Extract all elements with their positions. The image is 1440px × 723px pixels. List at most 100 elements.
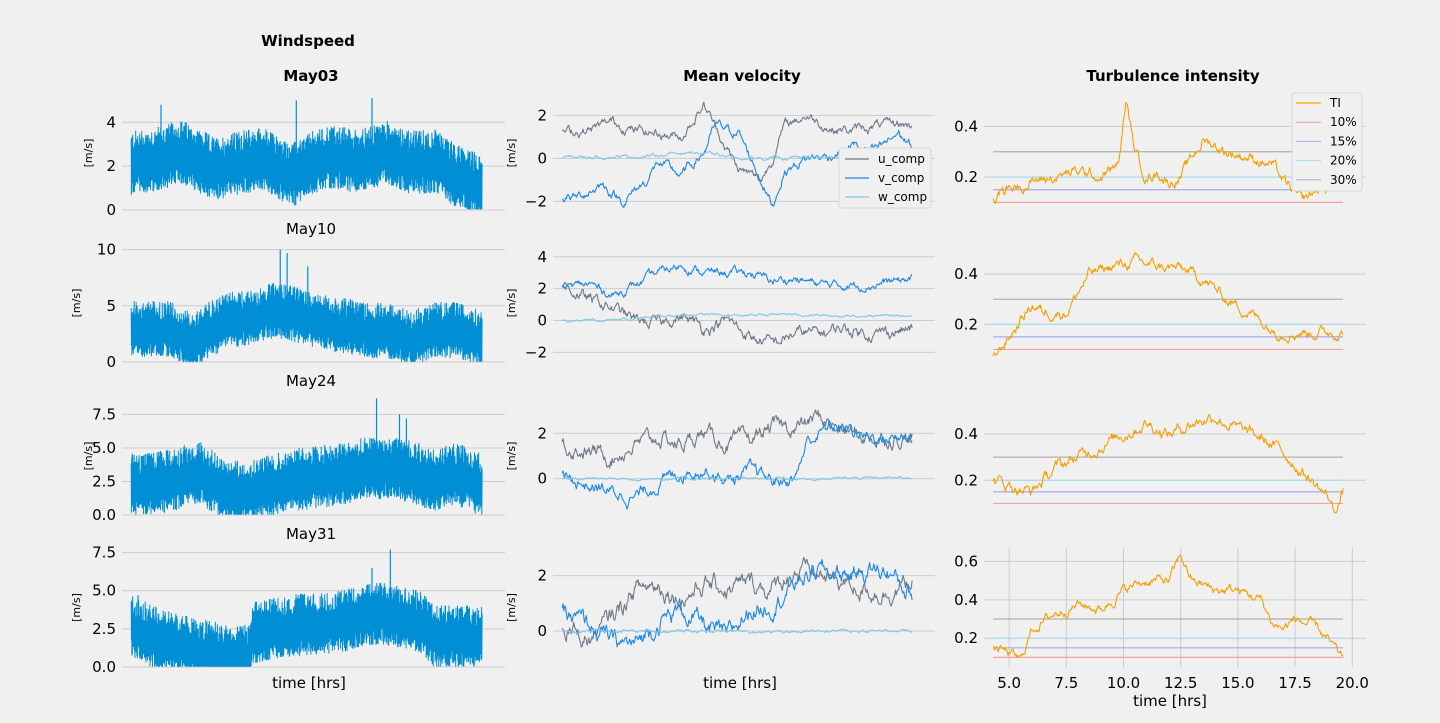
series-windspeed <box>130 437 483 515</box>
series-v_comp <box>561 119 913 209</box>
panel-turbulence-1: 0.2 0.4 <box>954 252 1366 357</box>
y-tick-label: 7.5 <box>92 544 116 562</box>
series-TI <box>992 554 1344 658</box>
y-tick-label: 5.0 <box>92 439 116 457</box>
panel-mean_velocity-0: −2 0 2 [m/s] u_comp v_comp w_comp <box>505 101 935 210</box>
panel-mean_velocity-1: −2 0 2 4 [m/s] <box>505 248 935 361</box>
x-tick-label: 17.5 <box>1278 674 1311 692</box>
series-w_comp <box>561 627 913 635</box>
y-tick-label: 0 <box>537 149 547 167</box>
x-tick-label: 10.0 <box>1107 674 1140 692</box>
series-windspeed <box>130 282 483 362</box>
y-tick-label: 2 <box>537 280 547 298</box>
x-tick-label: 5.0 <box>997 674 1021 692</box>
x-axis-label-turbulence: time [hrs] <box>1133 692 1207 710</box>
x-tick-label: 20.0 <box>1336 674 1369 692</box>
panel-mean_velocity-3: 0 2 [m/s] <box>505 556 935 648</box>
y-tick-label: 5.0 <box>92 582 116 600</box>
y-tick-label: 0.4 <box>954 117 978 135</box>
panel-windspeed-1: 0 5 10 [m/s] <box>70 241 505 371</box>
series-w_comp <box>561 312 913 323</box>
y-tick-label: 0.4 <box>954 591 978 609</box>
legend-label-u_comp: u_comp <box>878 152 925 166</box>
x-tick-label: 15.0 <box>1221 674 1254 692</box>
y-axis-label: [m/s] <box>82 442 95 471</box>
panel-windspeed-0: 0 2 4 [m/s] <box>82 98 505 219</box>
panel-turbulence-0: 0.2 0.4 TI 10% 15% 20% 30% <box>954 92 1366 204</box>
legend-box <box>838 147 932 209</box>
y-tick-label: 7.5 <box>92 405 116 423</box>
y-tick-label: 10 <box>97 241 116 259</box>
day-label-may10: May10 <box>286 220 336 238</box>
y-axis-label: [m/s] <box>505 139 518 168</box>
y-tick-label: 0 <box>537 622 547 640</box>
series-v_comp <box>561 264 913 298</box>
y-tick-label: 2 <box>537 567 547 585</box>
legend-mean-velocity: u_comp v_comp w_comp <box>838 147 932 209</box>
series-w_comp <box>561 475 913 482</box>
series-v_comp <box>561 558 913 648</box>
plot-grid: 0 2 4 [m/s] 0 5 10 [m/s] 0.0 2.5 5.0 7.5 [m/s] 0.0 2.5… <box>70 92 1369 692</box>
y-axis-label: [m/s] <box>82 139 95 168</box>
legend-label-w_comp: w_comp <box>878 190 927 204</box>
y-axis-label: [m/s] <box>505 593 518 622</box>
y-tick-label: 2.5 <box>92 472 116 490</box>
legend-label-20pct: 20% <box>1330 154 1357 168</box>
panel-turbulence-2: 0.2 0.4 <box>954 413 1366 514</box>
panel-mean_velocity-2: 0 2 [m/s] <box>505 409 935 510</box>
legend-label-TI: TI <box>1329 96 1341 110</box>
column-title-turbulence: Turbulence intensity <box>1086 67 1259 85</box>
y-axis-label: [m/s] <box>505 442 518 471</box>
y-tick-label: 0.2 <box>954 168 978 186</box>
y-tick-label: −2 <box>525 192 547 210</box>
series-TI <box>992 252 1344 357</box>
y-tick-label: 0 <box>537 312 547 330</box>
y-axis-label: [m/s] <box>505 289 518 318</box>
series-u_comp <box>561 282 913 345</box>
series-u_comp <box>561 556 913 648</box>
day-label-may24: May24 <box>286 372 336 390</box>
day-label-may31: May31 <box>286 525 336 543</box>
y-tick-label: 4 <box>537 248 547 266</box>
y-axis-label: [m/s] <box>70 593 83 622</box>
y-tick-label: 2 <box>537 424 547 442</box>
series-TI <box>992 413 1344 514</box>
panel-windspeed-2: 0.0 2.5 5.0 7.5 [m/s] <box>82 398 505 524</box>
y-tick-label: 0.0 <box>92 506 116 524</box>
legend-label-30pct: 30% <box>1330 173 1357 187</box>
x-tick-label: 12.5 <box>1164 674 1197 692</box>
legend-label-v_comp: v_comp <box>878 171 924 185</box>
y-tick-label: 0 <box>106 353 116 371</box>
y-tick-label: 2 <box>537 106 547 124</box>
y-tick-label: 5 <box>106 297 116 315</box>
legend-label-10pct: 10% <box>1330 115 1357 129</box>
legend-box <box>1291 92 1363 192</box>
y-tick-label: 0 <box>106 201 116 219</box>
y-tick-label: 0.2 <box>954 315 978 333</box>
panel-turbulence-3: 0.2 0.4 0.6 5.0 7.5 10.0 12.5 15.0 17.5 20.0 <box>954 548 1369 692</box>
series-TI <box>992 102 1344 204</box>
y-tick-label: 4 <box>106 113 116 131</box>
y-tick-label: 0.4 <box>954 425 978 443</box>
x-tick-label: 7.5 <box>1054 674 1078 692</box>
y-tick-label: 0.0 <box>92 658 116 676</box>
series-u_comp <box>561 101 913 183</box>
y-tick-label: 0 <box>537 470 547 488</box>
y-tick-label: −2 <box>525 343 547 361</box>
y-tick-label: 2 <box>106 157 116 175</box>
y-axis-label: [m/s] <box>70 289 83 318</box>
series-u_comp <box>561 409 913 469</box>
figure-suptitle: Windspeed <box>261 32 355 50</box>
y-tick-label: 0.2 <box>954 471 978 489</box>
column-title-windspeed: May03 <box>283 67 338 85</box>
x-axis-label-windspeed: time [hrs] <box>272 674 346 692</box>
series-windspeed <box>130 120 483 210</box>
y-tick-label: 0.2 <box>954 629 978 647</box>
legend-turbulence: TI 10% 15% 20% 30% <box>1291 92 1363 192</box>
column-title-mean-velocity: Mean velocity <box>683 67 801 85</box>
series-windspeed <box>130 582 483 667</box>
y-tick-label: 0.6 <box>954 552 978 570</box>
panel-windspeed-3: 0.0 2.5 5.0 7.5 [m/s] <box>70 544 505 676</box>
y-tick-label: 2.5 <box>92 620 116 638</box>
